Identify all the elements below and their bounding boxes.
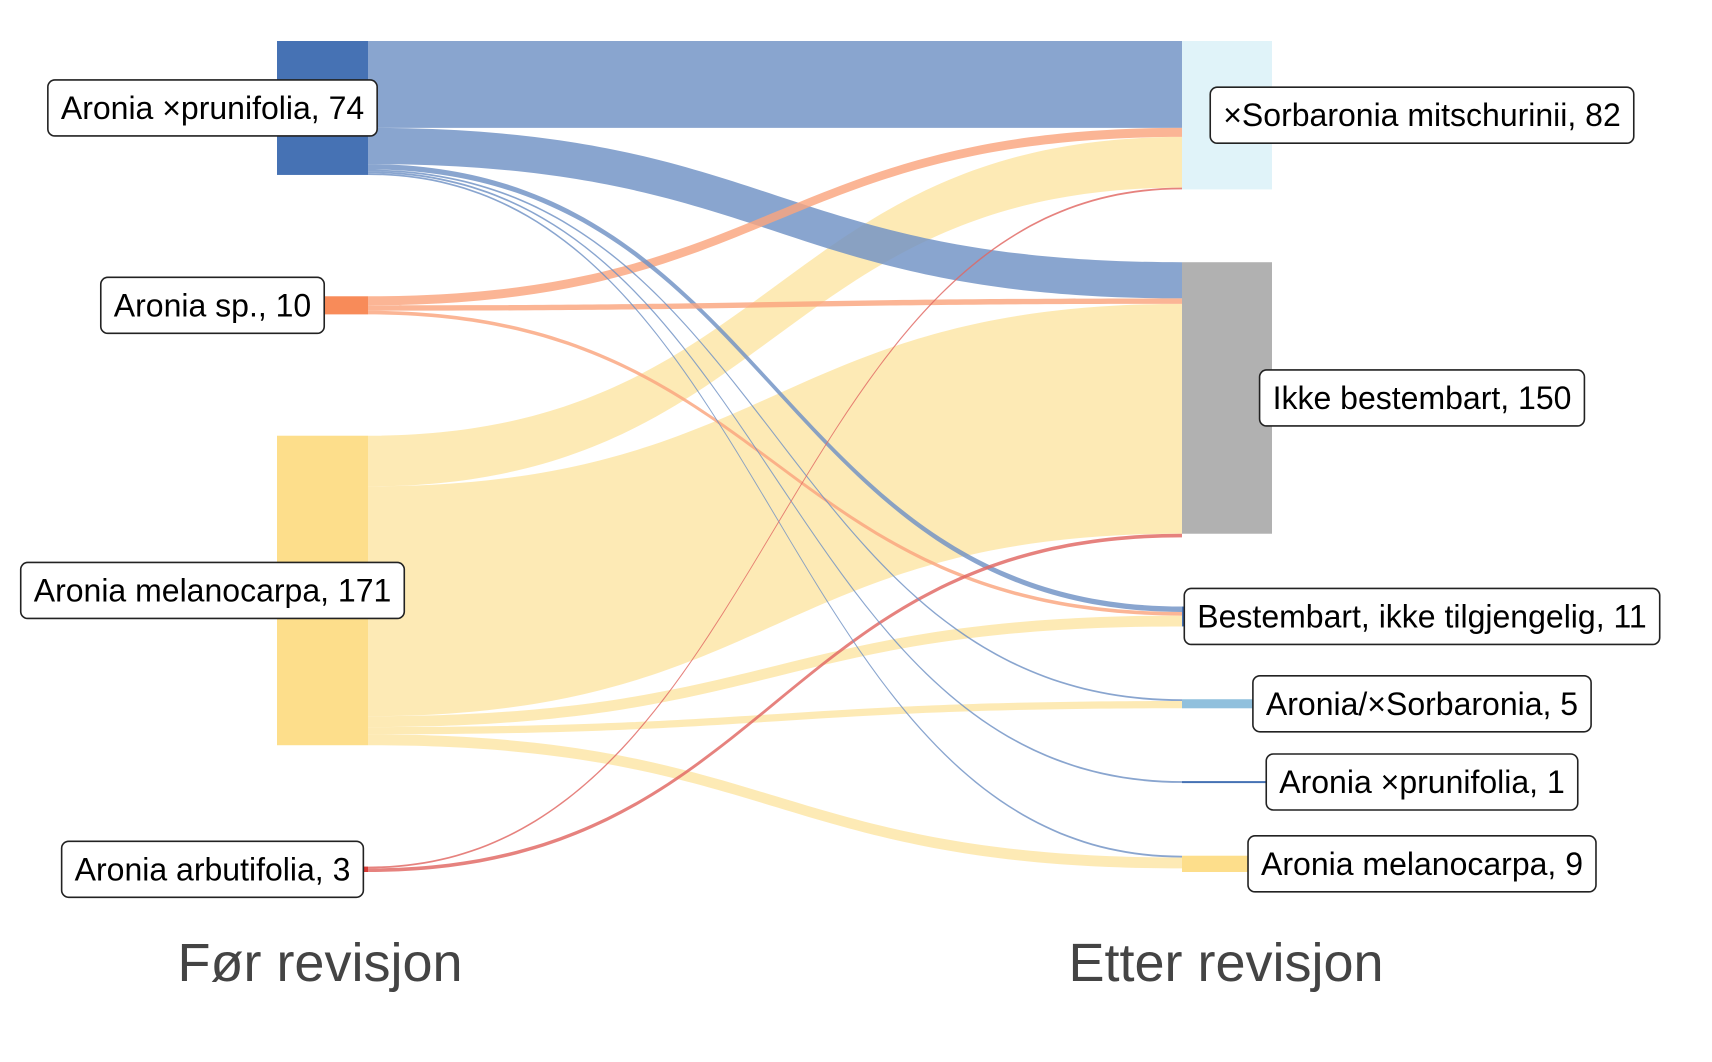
link-aronia-melanocarpa-to-ikke-bestembart [368, 303, 1182, 717]
target-label-ikke-bestembart: Ikke bestembart, 150 [1258, 369, 1586, 427]
source-label-aronia-arbutifolia: Aronia arbutifolia, 3 [60, 840, 365, 899]
link-aronia-arbutifolia-to-sorbaronia-mitschurinii [368, 187, 1182, 869]
target-label-bestembart-ikke-tilgjengelig: Bestembart, ikke tilgjengelig, 11 [1183, 587, 1661, 646]
target-label-aronia-prunifolia: Aronia ×prunifolia, 1 [1265, 753, 1579, 811]
target-label-aronia-melanocarpa: Aronia melanocarpa, 9 [1247, 835, 1597, 893]
node-label-text: Aronia melanocarpa, 9 [1261, 846, 1583, 882]
link-aronia-sp-to-ikke-bestembart [368, 298, 1182, 311]
link-aronia-prunifolia-to-sorbaronia-mitschurinii [368, 41, 1182, 128]
stage-title-after: Etter revisjon [1068, 933, 1383, 993]
target-label-sorbaronia-mitschurinii: ×Sorbaronia mitschurinii, 82 [1209, 86, 1635, 145]
link-aronia-prunifolia-to-aronia-prunifolia [368, 171, 1182, 783]
link-aronia-prunifolia-to-aronia-sorbaronia [368, 169, 1182, 702]
link-aronia-prunifolia-to-bestembart-ikke-tilgjengelig [368, 164, 1182, 612]
link-aronia-melanocarpa-to-aronia-sorbaronia [368, 701, 1182, 735]
source-label-aronia-melanocarpa: Aronia melanocarpa, 171 [19, 561, 406, 620]
node-label-text: Aronia/×Sorbaronia, 5 [1266, 686, 1578, 722]
link-aronia-arbutifolia-to-ikke-bestembart [368, 533, 1182, 872]
node-label-text: Aronia arbutifolia, 3 [75, 851, 351, 887]
node-label-text: Bestembart, ikke tilgjengelig, 11 [1197, 598, 1646, 634]
link-aronia-melanocarpa-to-aronia-melanocarpa [368, 734, 1182, 869]
node-label-text: ×Sorbaronia mitschurinii, 82 [1223, 97, 1621, 133]
node-label-text: Aronia ×prunifolia, 74 [61, 90, 364, 126]
node-label-text: Aronia melanocarpa, 171 [34, 572, 392, 608]
target-node-aronia-prunifolia [1182, 781, 1272, 784]
node-label-text: Aronia ×prunifolia, 1 [1279, 764, 1565, 800]
target-node-ikke-bestembart [1182, 262, 1272, 534]
links-layer [368, 41, 1182, 872]
link-aronia-melanocarpa-to-sorbaronia-mitschurinii [368, 136, 1182, 487]
stage-title-before: Før revisjon [177, 933, 462, 993]
link-aronia-sp-to-sorbaronia-mitschurinii [368, 127, 1182, 306]
node-label-text: Ikke bestembart, 150 [1273, 380, 1572, 416]
link-aronia-melanocarpa-to-bestembart-ikke-tilgjengelig [368, 615, 1182, 728]
target-label-aronia-sorbaronia: Aronia/×Sorbaronia, 5 [1252, 674, 1592, 733]
source-label-aronia-sp: Aronia sp., 10 [99, 276, 326, 335]
link-aronia-sp-to-bestembart-ikke-tilgjengelig [368, 310, 1182, 616]
link-aronia-prunifolia-to-aronia-melanocarpa [368, 173, 1182, 858]
node-label-text: Aronia sp., 10 [114, 287, 311, 323]
source-label-aronia-prunifolia: Aronia ×prunifolia, 74 [47, 79, 378, 137]
labels-layer: Aronia ×prunifolia, 74 Aronia sp., 10 Aron… [19, 79, 1661, 899]
target-node-aronia-sorbaronia [1182, 699, 1272, 709]
